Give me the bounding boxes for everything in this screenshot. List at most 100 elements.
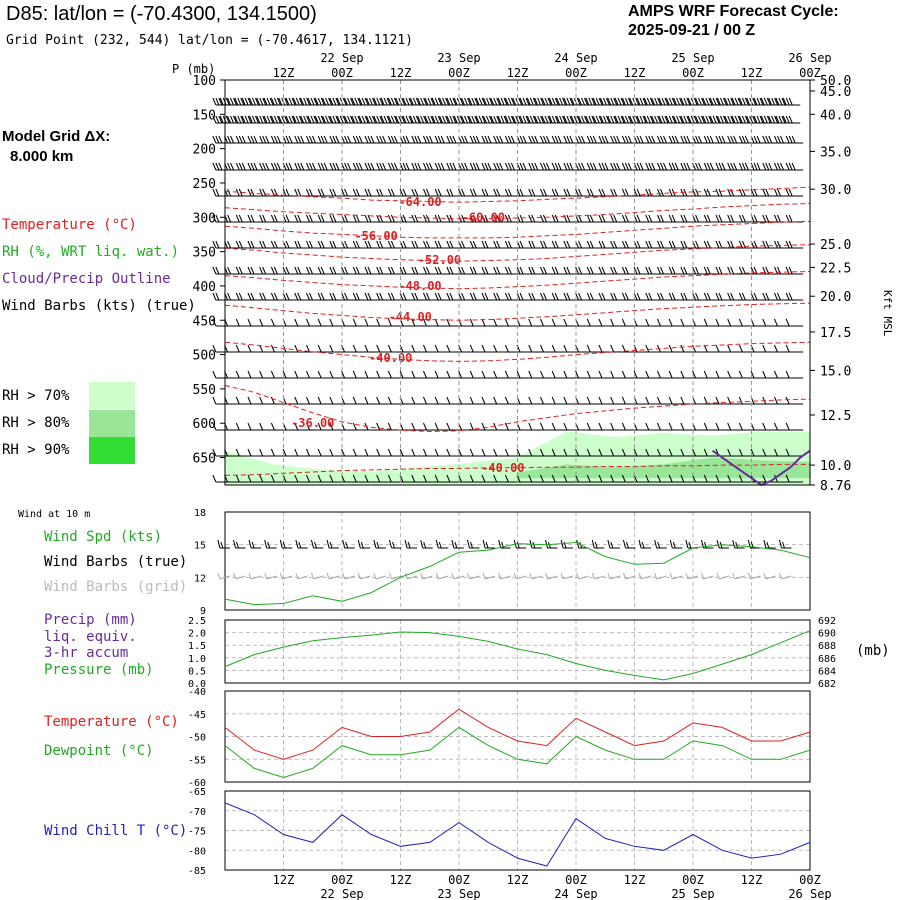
wind-barb-feather: [715, 474, 720, 483]
wind-barb-feather: [493, 97, 498, 106]
wind-barb-feather: [294, 214, 299, 223]
wind-barb-feather: [358, 115, 363, 124]
grid-wind-barb-feather: [779, 572, 782, 580]
wind-barb-feather: [285, 188, 290, 197]
wind-barb-feather: [756, 135, 761, 144]
wind-barb-feather: [774, 344, 778, 353]
true-wind-barb-feather: [732, 539, 736, 549]
wind-barb-feather: [481, 448, 486, 457]
wind-barb-feather: [551, 135, 556, 144]
wind-barb-feather: [671, 266, 676, 275]
pressure-line: [224, 630, 811, 681]
wind-barb-feather: [531, 266, 536, 275]
true-wind-barb-feather: [482, 539, 486, 549]
wind-barb-feather: [788, 115, 793, 124]
wind-barb-feather: [270, 135, 275, 144]
wind-barb-feather: [627, 162, 632, 171]
time-tick-label: 00Z: [682, 873, 704, 887]
wind-barb-feather: [762, 370, 767, 379]
wind-barb-feather: [253, 162, 258, 171]
wind-barb-feather: [469, 292, 474, 301]
grid-wind-barb: [344, 575, 355, 580]
wind-barb-feather: [610, 318, 615, 327]
wind-barb-feather: [665, 97, 670, 106]
wind-barb-feather: [262, 240, 267, 249]
wind-barb-feather: [504, 240, 509, 249]
wind-barb-feather: [376, 396, 381, 405]
true-wind-barb-feather: [766, 541, 770, 549]
wind-barb-feather: [645, 396, 650, 405]
wind-barb-feather: [657, 162, 661, 171]
wind-barb-feather: [481, 396, 486, 405]
wind-barb-feather: [499, 162, 504, 171]
wind-barb-feather: [405, 162, 410, 171]
wind-barb-feather: [306, 318, 310, 327]
wind-barb-feather: [749, 115, 754, 124]
wind-barb-feather: [601, 188, 606, 197]
wind-barb-feather: [575, 266, 580, 275]
wind-barb-feather: [648, 266, 653, 275]
wind-barb-feather: [300, 97, 305, 106]
wind-barb-feather: [285, 162, 290, 171]
wind-barb-feather: [563, 266, 568, 275]
wind-barb-feather: [411, 162, 416, 171]
wind-barb-feather: [364, 97, 369, 106]
wind-barb-feather: [247, 318, 252, 327]
wind-barb-feather: [365, 115, 370, 124]
wind-barb-feather: [426, 162, 430, 171]
y-tick-label: -80: [188, 846, 206, 857]
wind-barb-feather: [469, 422, 474, 431]
wind-barb-feather: [645, 292, 650, 301]
wind-barb-feather: [698, 135, 703, 144]
wind-barb-feather: [507, 162, 512, 171]
height-tick-label: 22.5: [820, 261, 851, 276]
wind-barb-feather: [679, 97, 684, 106]
wind-barb-feather: [519, 97, 524, 106]
wind-barb-feather: [774, 318, 778, 327]
grid-wind-barb: [453, 575, 465, 580]
wind-barb-feather: [306, 344, 310, 353]
wind-barb-feather: [235, 266, 240, 275]
wind-barb-feather: [212, 474, 217, 483]
wind-barb-feather: [709, 97, 714, 106]
wind-barb-feather: [423, 214, 427, 223]
time-tick-label: 00Z: [682, 66, 704, 80]
wind-barb-feather: [703, 370, 708, 379]
wind-barb-feather: [566, 266, 571, 275]
wind-barb-feather: [715, 266, 720, 275]
wind-barb-feather: [402, 162, 407, 171]
wind-barb-feather: [398, 115, 403, 124]
legend-temperature-2m: Temperature (°C): [44, 714, 179, 730]
wind-barb-feather: [235, 344, 240, 353]
wind-barb-feather: [276, 115, 281, 124]
wind-barb-feather: [442, 115, 447, 124]
wind-barb-feather: [651, 135, 656, 144]
wind-barb-feather: [323, 135, 328, 144]
wind-barb-feather: [599, 115, 604, 124]
wind-barb-feather: [472, 162, 477, 171]
wind-barb-feather: [651, 97, 656, 106]
wind-barb-feather: [329, 188, 334, 197]
wind-barb-feather: [774, 162, 778, 171]
wind-barb-feather: [727, 266, 732, 275]
wind-barb-feather: [540, 115, 545, 124]
wind-barb-feather: [620, 115, 625, 124]
wind-barb-feather: [721, 135, 726, 144]
wind-barb-feather: [382, 135, 387, 144]
wind-barb-feather: [415, 97, 420, 106]
wind-barb-feather: [519, 162, 524, 171]
wind-barb-feather: [621, 214, 626, 223]
wind-barb-feather: [624, 115, 629, 124]
wind-barb-feather: [282, 448, 287, 457]
wind-barb-feather: [646, 115, 651, 124]
wind-barb-feather: [276, 162, 281, 171]
wind-10m-title: Wind at 10 m: [18, 509, 91, 520]
grid-wind-barb: [781, 575, 792, 580]
wind-barb-feather: [241, 162, 246, 171]
wind-barb-feather: [763, 115, 768, 124]
wind-barb-feather: [230, 115, 234, 124]
wind-barb-feather: [247, 162, 252, 171]
wind-barb-feather: [475, 97, 480, 106]
time-tick-label: 12Z: [624, 66, 646, 80]
wind-barb-feather: [259, 214, 264, 223]
